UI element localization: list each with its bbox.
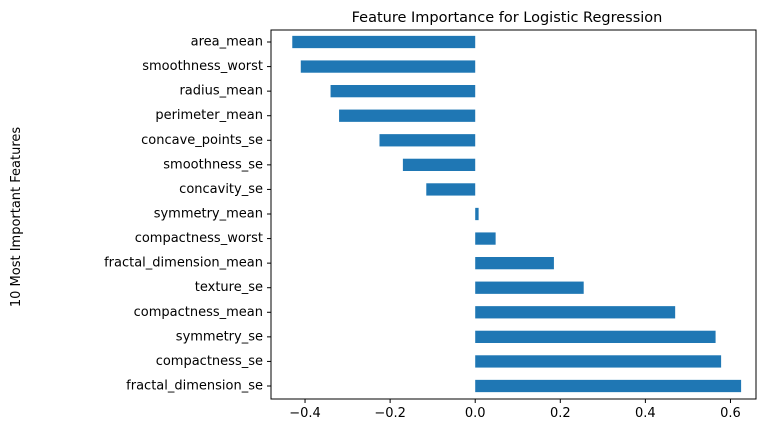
y-tick-label: perimeter_mean	[155, 108, 263, 123]
bar-concave_points_se	[379, 134, 476, 147]
chart-title: Feature Importance for Logistic Regressi…	[352, 10, 663, 26]
bar-texture_se	[475, 281, 584, 294]
x-tick-label: −0.2	[374, 406, 406, 421]
x-tick-label: −0.4	[289, 406, 321, 421]
bars-layer	[292, 35, 742, 393]
y-tick-label: smoothness_se	[163, 157, 263, 172]
y-tick-label: fractal_dimension_se	[126, 379, 263, 394]
x-ticks-layer: −0.4 −0.2 0.0 0.2 0.4 0.6	[289, 399, 741, 421]
y-tick-label: concavity_se	[179, 182, 263, 197]
y-tick-label: radius_mean	[179, 84, 263, 99]
y-tick-label: smoothness_worst	[142, 59, 263, 74]
y-tick-label: fractal_dimension_mean	[104, 256, 263, 271]
plot-frame	[270, 29, 757, 400]
y-tick-label: compactness_mean	[134, 305, 263, 320]
y-axis-label: 10 Most Important Features	[9, 127, 24, 308]
bar-compactness_se	[475, 355, 722, 368]
x-tick-label: 0.2	[550, 406, 571, 421]
bar-symmetry_mean	[475, 207, 479, 221]
y-tick-label: concave_points_se	[141, 133, 263, 148]
x-tick-label: 0.0	[465, 406, 486, 421]
bar-perimeter_mean	[339, 109, 476, 122]
bar-smoothness_se	[402, 158, 476, 171]
y-ticks-layer: area_mean smoothness_worst radius_meanperi…	[104, 35, 271, 394]
bar-area_mean	[292, 35, 476, 49]
bar-compactness_mean	[475, 306, 676, 319]
bar-concavity_se	[426, 183, 476, 196]
x-tick-label: 0.6	[720, 406, 741, 421]
bar-fractal_dimension_se	[475, 379, 742, 393]
x-tick-label: 0.4	[635, 406, 656, 421]
y-tick-label: texture_se	[195, 280, 263, 295]
y-tick-label: area_mean	[191, 35, 263, 50]
y-tick-label: symmetry_se	[176, 329, 263, 344]
bar-fractal_dimension_mean	[475, 257, 554, 270]
y-tick-label: compactness_worst	[135, 231, 263, 246]
bar-symmetry_se	[475, 330, 716, 343]
bar-smoothness_worst	[300, 60, 476, 73]
bar-radius_mean	[330, 85, 476, 98]
y-tick-label: symmetry_mean	[154, 207, 263, 222]
y-tick-label: compactness_se	[156, 354, 263, 369]
bar-compactness_worst	[475, 232, 496, 245]
